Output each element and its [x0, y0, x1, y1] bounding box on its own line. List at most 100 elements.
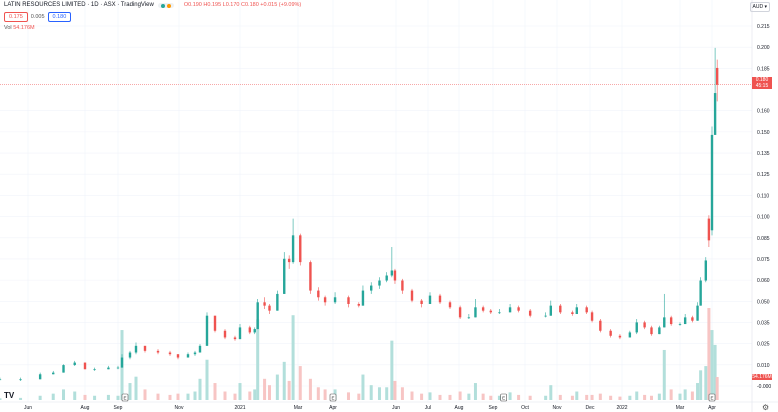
- volume-bar: [205, 359, 209, 400]
- volume-bar: [649, 395, 653, 400]
- volume-bar: [669, 389, 673, 400]
- ohlc-values: O0.190 H0.195 L0.170 C0.180 +0.015 (+9.0…: [183, 2, 302, 8]
- candle-body: [458, 307, 462, 318]
- volume-bar: [83, 394, 87, 400]
- time-tick-label: Dec: [586, 405, 595, 411]
- volume-value: 54.176M: [13, 25, 35, 31]
- candle-body: [508, 307, 512, 313]
- time-tick-label: 2021: [234, 405, 245, 411]
- candle-body: [128, 352, 132, 358]
- candle-body: [134, 345, 138, 353]
- volume-bar: [361, 374, 365, 400]
- candle-body: [699, 280, 702, 306]
- candle-body: [357, 303, 361, 306]
- volume-bar: [316, 387, 320, 400]
- volume-bar: [248, 391, 252, 400]
- price-tick-label: 0.060: [757, 278, 770, 284]
- volume-bars: [0, 308, 719, 400]
- volume-bar: [213, 383, 217, 400]
- earnings-event-label: E: [123, 396, 126, 401]
- volume-bar: [544, 395, 548, 400]
- candle-body: [62, 365, 65, 373]
- volume-bar: [438, 394, 442, 400]
- candle-body: [168, 352, 172, 355]
- candle-body: [370, 285, 373, 291]
- candle-body: [448, 302, 452, 308]
- volume-bar: [0, 398, 2, 400]
- time-tick-label: Jun: [24, 405, 32, 411]
- sell-button[interactable]: 0.175: [4, 12, 28, 22]
- time-tick-label: Aug: [455, 405, 464, 411]
- candle-body: [156, 350, 160, 353]
- candle-body: [283, 258, 286, 294]
- volume-bar: [73, 391, 77, 400]
- market-status[interactable]: [157, 2, 174, 8]
- volume-bar: [323, 389, 327, 400]
- volume-bar: [369, 385, 373, 400]
- volume-bar: [508, 392, 512, 400]
- candle-body: [83, 362, 87, 370]
- volume-bar: [713, 344, 717, 400]
- volume-bar: [549, 385, 553, 400]
- volume-bar: [253, 389, 257, 400]
- candle-body: [253, 329, 256, 333]
- volume-bar: [618, 396, 622, 400]
- earnings-event-marker: [708, 393, 716, 402]
- candle-body: [116, 367, 120, 369]
- volume-bar: [385, 387, 389, 400]
- candle-body: [410, 290, 414, 301]
- volume-bar: [357, 393, 361, 400]
- candle-body: [420, 300, 423, 304]
- candle-body: [347, 297, 350, 304]
- symbol-title[interactable]: LATIN RESOURCES LIMITED · 1D · ASX · Tra…: [4, 2, 154, 8]
- candle-body: [498, 312, 501, 314]
- volume-bar: [590, 394, 594, 400]
- volume-bar: [585, 394, 589, 400]
- candle-body: [710, 134, 714, 231]
- volume-bar: [176, 393, 180, 400]
- volume-bar: [690, 391, 694, 400]
- currency-dropdown[interactable]: AUD ▾: [749, 2, 770, 12]
- candle-body: [120, 357, 124, 368]
- price-tick-label: 0.075: [757, 257, 770, 263]
- volume-bar: [223, 391, 227, 400]
- volume-bar: [38, 395, 42, 400]
- volume-bar: [428, 392, 432, 400]
- candle-body: [658, 327, 661, 335]
- candle-body: [309, 262, 312, 291]
- volume-bar: [575, 391, 579, 400]
- candle-body: [276, 293, 279, 311]
- volume-bar: [346, 392, 350, 400]
- price-tick-label: -0.000: [757, 384, 771, 390]
- buy-button[interactable]: 0.180: [47, 12, 72, 22]
- candle-body: [385, 275, 388, 281]
- price-tick-label: 0.135: [757, 151, 770, 157]
- candle-body: [474, 307, 477, 318]
- price-tick-label: 0.050: [757, 299, 770, 305]
- volume-bar: [467, 393, 471, 400]
- price-tick-label: 0.160: [757, 109, 770, 115]
- volume-bar: [657, 393, 661, 400]
- settings-gear-icon[interactable]: ⚙: [762, 403, 770, 412]
- volume-bar: [481, 393, 485, 400]
- volume-bar: [410, 391, 414, 400]
- volume-bar: [448, 394, 452, 400]
- price-tick-label: 0.100: [757, 215, 770, 221]
- candle-body: [73, 362, 76, 366]
- candle-body: [691, 317, 694, 321]
- price-tick-label: 0.025: [757, 342, 770, 348]
- delayed-data-icon: [166, 3, 171, 8]
- volume-bar: [570, 395, 574, 400]
- earnings-event-marker: [329, 393, 337, 402]
- time-tick-label: Aug: [81, 405, 90, 411]
- tradingview-logo[interactable]: TV: [4, 391, 15, 400]
- volume-bar: [198, 378, 202, 400]
- volume-bar: [710, 330, 714, 400]
- price-axis: 0.215 0.200 0.185 0.160 0.150 0.135 0.125 0.110…: [757, 24, 771, 390]
- last-price: 0.180: [755, 77, 769, 83]
- market-open-icon: [160, 3, 165, 8]
- candle-body: [663, 317, 666, 328]
